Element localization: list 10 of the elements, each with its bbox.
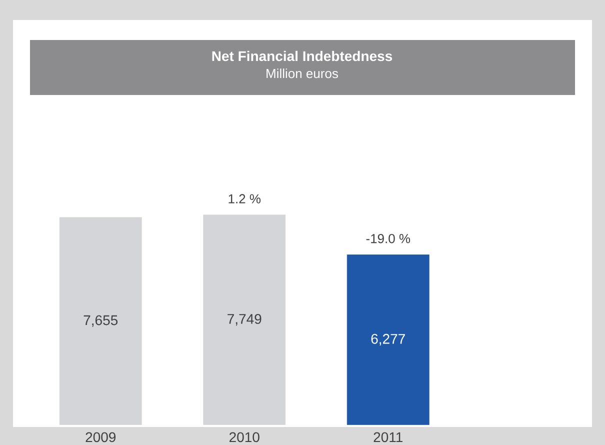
x-tick-label: 2009 — [86, 432, 116, 442]
annotation: -19.0 % — [366, 234, 410, 243]
data-label: 7,655 — [84, 315, 118, 327]
data-label: 7,749 — [228, 314, 262, 326]
chart-title: Net Financial Indebtedness — [212, 50, 392, 61]
data-label: 6,277 — [371, 334, 405, 346]
x-tick-label: 2010 — [230, 432, 260, 442]
annotation: 1.2 % — [228, 194, 261, 204]
chart-subtitle: Million euros — [266, 68, 338, 78]
x-tick-label: 2011 — [374, 432, 402, 442]
